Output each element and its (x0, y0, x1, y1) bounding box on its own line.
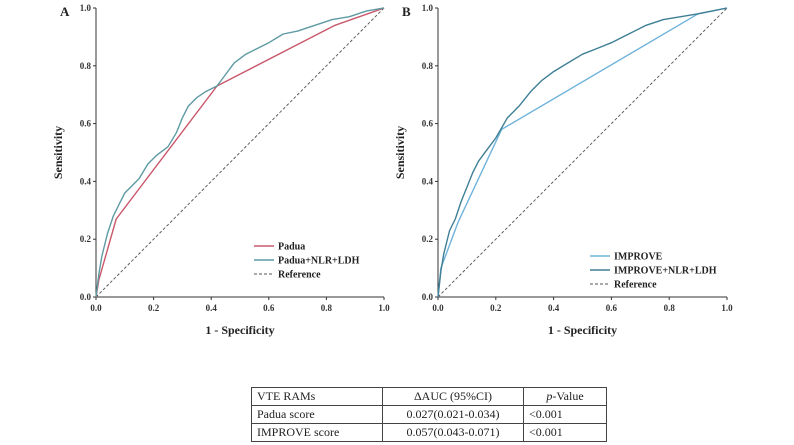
x-tick-label: 1.0 (721, 303, 733, 313)
x-tick-label: 0.4 (206, 303, 218, 313)
legend-label: Padua (278, 242, 305, 253)
x-tick-label: 0.0 (90, 303, 102, 313)
y-tick-label: 0.2 (422, 234, 434, 244)
y-tick-label: 1.0 (80, 3, 92, 13)
legend-label: Reference (614, 280, 657, 291)
legend-label: IMPROVE+NLR+LDH (614, 266, 717, 277)
header-p-value: p-Value (523, 387, 607, 406)
x-tick-label: 0.8 (664, 303, 676, 313)
row-delta-auc: 0.057(0.043-0.071) (382, 423, 524, 442)
table-row: IMPROVE score 0.057(0.043-0.071) <0.001 (251, 423, 607, 442)
row-name: Padua score (251, 405, 383, 424)
header-p-letter: p (546, 389, 553, 403)
y-axis-label: Sensitivity (51, 126, 65, 179)
header-vte-rams: VTE RAMs (251, 387, 383, 406)
y-tick-label: 0.4 (422, 176, 434, 186)
panel-letter: A (60, 4, 70, 19)
row-p-value: <0.001 (523, 405, 607, 424)
table-row: Padua score 0.027(0.021-0.034) <0.001 (251, 405, 607, 424)
y-tick-label: 0.8 (80, 61, 92, 71)
row-p-value: <0.001 (523, 423, 607, 442)
roc-figure: A0.00.00.20.20.40.40.60.60.80.81.01.01 -… (51, 3, 733, 337)
header-delta-auc: ΔAUC (95%CI) (382, 387, 524, 406)
roc-panel-b: B 0.00.0 0.2 0.2 0.4 0.4 0.6 0.6 0.8 0.8 1.0 1.0 1 -… (393, 3, 733, 337)
y-tick-label: 1.0 (422, 3, 434, 13)
series-line-improve-nlr-ldh (437, 7, 728, 298)
header-p-suffix: -Value (552, 389, 584, 403)
legend: Padua Padua+NLR+LDH Reference (254, 242, 360, 281)
legend: IMPROVE IMPROVE+NLR+LDH Reference (590, 252, 717, 291)
y-tick-label: 0.4 (80, 176, 92, 186)
x-tick-label: 0.2 (490, 303, 502, 313)
series-line-padua-nlr-ldh (95, 7, 385, 298)
x-axis-label: 1 - Specificity (548, 323, 617, 337)
roc-panel-a: A 0.00.0 0.2 0.2 0.4 0.4 0.6 0.6 0.8 0.8 1.0 1.0 1 -… (51, 3, 390, 337)
table-header-row: VTE RAMs ΔAUC (95%CI) p-Value (251, 387, 607, 406)
legend-label: IMPROVE (614, 252, 663, 263)
series-line-reference (95, 7, 385, 298)
delta-auc-table: VTE RAMs ΔAUC (95%CI) p-Value Padua scor… (251, 387, 607, 442)
y-tick-label: 0.0 (80, 292, 92, 302)
y-tick-label: 0.8 (422, 61, 434, 71)
x-tick-label: 0.2 (148, 303, 160, 313)
y-tick-label: 0.6 (422, 119, 434, 129)
x-axis-label: 1 - Specificity (205, 323, 274, 337)
series-line-reference (437, 7, 728, 298)
y-tick-label: 0.6 (80, 119, 92, 129)
y-tick-label: 0.0 (422, 292, 434, 302)
x-tick-label: 0.6 (263, 303, 275, 313)
panel-letter: B (402, 4, 411, 19)
row-name: IMPROVE score (251, 423, 383, 442)
legend-label: Padua+NLR+LDH (278, 256, 360, 267)
x-tick-label: 0.4 (548, 303, 560, 313)
legend-label: Reference (278, 270, 321, 281)
y-axis-label: Sensitivity (393, 126, 407, 179)
x-tick-label: 1.0 (378, 303, 390, 313)
y-tick-label: 0.2 (80, 234, 92, 244)
row-delta-auc: 0.027(0.021-0.034) (382, 405, 524, 424)
x-tick-label: 0.0 (432, 303, 444, 313)
x-tick-label: 0.8 (321, 303, 333, 313)
x-tick-label: 0.6 (606, 303, 618, 313)
